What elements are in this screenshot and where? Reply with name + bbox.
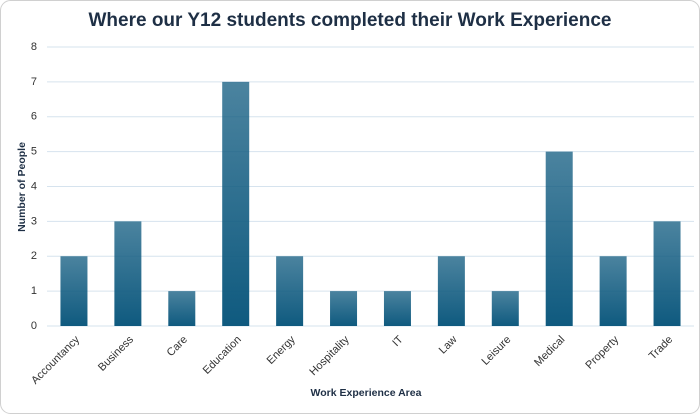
bar (330, 291, 358, 326)
bar (60, 256, 88, 326)
y-tick-label: 6 (31, 111, 37, 123)
bar (383, 291, 411, 326)
y-tick-label: 5 (31, 146, 37, 158)
bar (168, 291, 196, 326)
chart-title: Where our Y12 students completed their W… (88, 10, 611, 31)
y-tick-label: 1 (31, 285, 37, 297)
bar (545, 151, 573, 326)
bar (599, 256, 627, 326)
bar (114, 221, 142, 326)
y-tick-label: 0 (31, 320, 37, 332)
y-tick-label: 2 (31, 250, 37, 262)
y-tick-label: 4 (31, 180, 37, 192)
bar (653, 221, 681, 326)
y-tick-label: 8 (31, 41, 37, 53)
x-axis-title: Work Experience Area (311, 387, 422, 399)
y-axis-title: Number of People (16, 142, 28, 232)
y-tick-label: 3 (31, 215, 37, 227)
bar (276, 256, 304, 326)
bar (222, 81, 250, 326)
bar (437, 256, 465, 326)
y-tick-label: 7 (31, 76, 37, 88)
bar (491, 291, 519, 326)
